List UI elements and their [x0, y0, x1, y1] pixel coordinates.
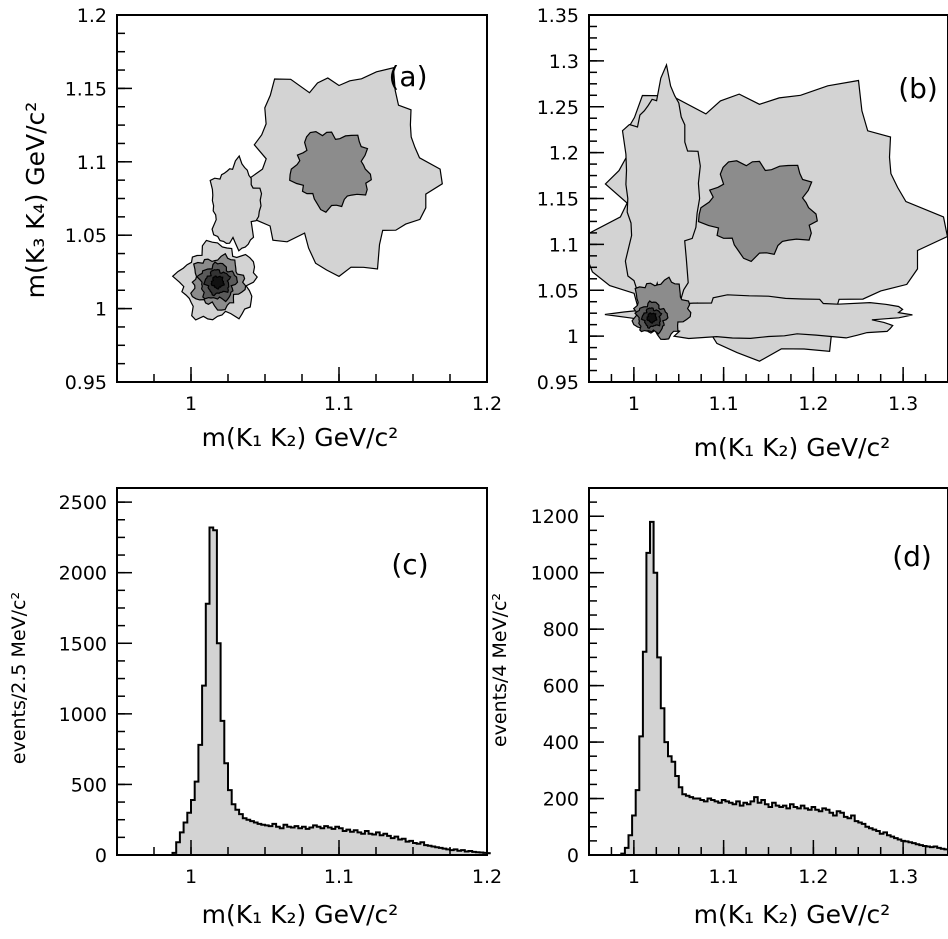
panel-b-tag: (b) — [898, 72, 938, 105]
histogram-bars — [117, 526, 491, 856]
panel-c-histogram: 1 1.1 1.2 0 500 1000 1500 2000 2500 (c) m(K₁ K₂)… — [8, 487, 502, 929]
y-tick-label: 2500 — [59, 492, 107, 514]
x-tick-label: 1.3 — [888, 866, 918, 888]
y-tick-label: 1.2 — [549, 143, 579, 165]
x-tick-label: 1.2 — [472, 866, 502, 888]
panel-a-contour: 1 1.1 1.2 0.95 1 1.05 1.1 1.15 1.2 (a) m(K₁ K₂) … — [21, 5, 502, 452]
contour-level-1 — [289, 130, 372, 213]
y-tick-label: 500 — [71, 774, 107, 796]
y-tick-label: 1.2 — [77, 5, 107, 27]
y-tick-label: 0.95 — [65, 372, 107, 394]
panel-c-x-axis-title: m(K₁ K₂) GeV/c² — [202, 900, 399, 929]
y-tick-label: 1500 — [59, 633, 107, 655]
y-tick-label: 1.05 — [537, 280, 579, 302]
y-tick-label: 1 — [567, 326, 579, 348]
x-tick-label: 1.2 — [798, 866, 828, 888]
x-tick-label: 1.1 — [324, 866, 354, 888]
contour-level-4 — [646, 312, 658, 324]
panel-a-x-axis-title: m(K₁ K₂) GeV/c² — [202, 423, 399, 452]
y-tick-label: 1.15 — [537, 189, 579, 211]
y-tick-label: 1000 — [59, 704, 107, 726]
x-tick-label: 1 — [185, 393, 197, 415]
panel-d-tag: (d) — [892, 540, 932, 573]
y-tick-label: 0 — [95, 845, 107, 867]
x-tick-label: 1.1 — [324, 393, 354, 415]
y-tick-label: 0 — [567, 845, 579, 867]
x-tick-label: 1 — [185, 866, 197, 888]
contour-level-0 — [209, 154, 263, 252]
contour-level-4 — [210, 275, 225, 290]
y-tick-label: 1.05 — [65, 225, 107, 247]
x-tick-label: 1 — [628, 866, 640, 888]
panel-a-y-axis-title: m(K₃ K₄) GeV/c² — [21, 102, 50, 299]
panel-b-contour: 1 1.1 1.2 1.3 0.95 1 1.05 1.1 1.15 1.2 1.25 1.3 1.35… — [537, 5, 948, 462]
panel-b-plot-area: 1 1.1 1.2 1.3 0.95 1 1.05 1.1 1.15 1.2 1.25 1.3 1.35 — [537, 5, 948, 415]
x-tick-label: 1.1 — [709, 866, 739, 888]
panel-d-histogram: 1 1.1 1.2 1.3 0 200 400 600 800 1000 1200 (d) m(K₁… — [489, 487, 948, 929]
y-tick-label: 1000 — [531, 563, 579, 585]
y-tick-label: 0.95 — [537, 372, 579, 394]
panel-a-plot-area: 1 1.1 1.2 0.95 1 1.05 1.1 1.15 1.2 — [65, 5, 502, 415]
y-tick-label: 1 — [95, 299, 107, 321]
panel-d-x-axis-title: m(K₁ K₂) GeV/c² — [694, 900, 891, 929]
y-tick-label: 200 — [543, 789, 579, 811]
panel-b-x-axis-title: m(K₁ K₂) GeV/c² — [694, 433, 891, 462]
y-tick-label: 800 — [543, 619, 579, 641]
panel-c-plot-area: 1 1.1 1.2 0 500 1000 1500 2000 2500 — [59, 487, 502, 888]
x-tick-label: 1.1 — [709, 393, 739, 415]
panel-c-tag: (c) — [391, 548, 428, 581]
panel-c-frame — [116, 487, 488, 856]
panel-d-plot-area: 1 1.1 1.2 1.3 0 200 400 600 800 1000 1200 — [531, 487, 948, 888]
panel-d-y-axis-title: events/4 MeV/c² — [489, 593, 511, 747]
x-tick-label: 1 — [628, 393, 640, 415]
y-tick-label: 400 — [543, 732, 579, 754]
y-tick-label: 1.3 — [549, 51, 579, 73]
y-tick-label: 600 — [543, 676, 579, 698]
panel-c-y-axis-title: events/2.5 MeV/c² — [8, 592, 30, 764]
histogram-bars — [589, 520, 948, 856]
y-tick-label: 2000 — [59, 563, 107, 585]
x-tick-label: 1.2 — [472, 393, 502, 415]
y-tick-label: 1.25 — [537, 97, 579, 119]
y-tick-label: 1200 — [531, 506, 579, 528]
contour-level-1 — [697, 160, 818, 263]
x-tick-label: 1.3 — [888, 393, 918, 415]
y-tick-label: 1.15 — [65, 78, 107, 100]
contour-level-0 — [621, 62, 701, 321]
panel-a-tag: (a) — [388, 60, 427, 93]
y-tick-label: 1.1 — [77, 152, 107, 174]
x-tick-label: 1.2 — [798, 393, 828, 415]
y-tick-label: 1.35 — [537, 5, 579, 27]
y-tick-label: 1.1 — [549, 234, 579, 256]
